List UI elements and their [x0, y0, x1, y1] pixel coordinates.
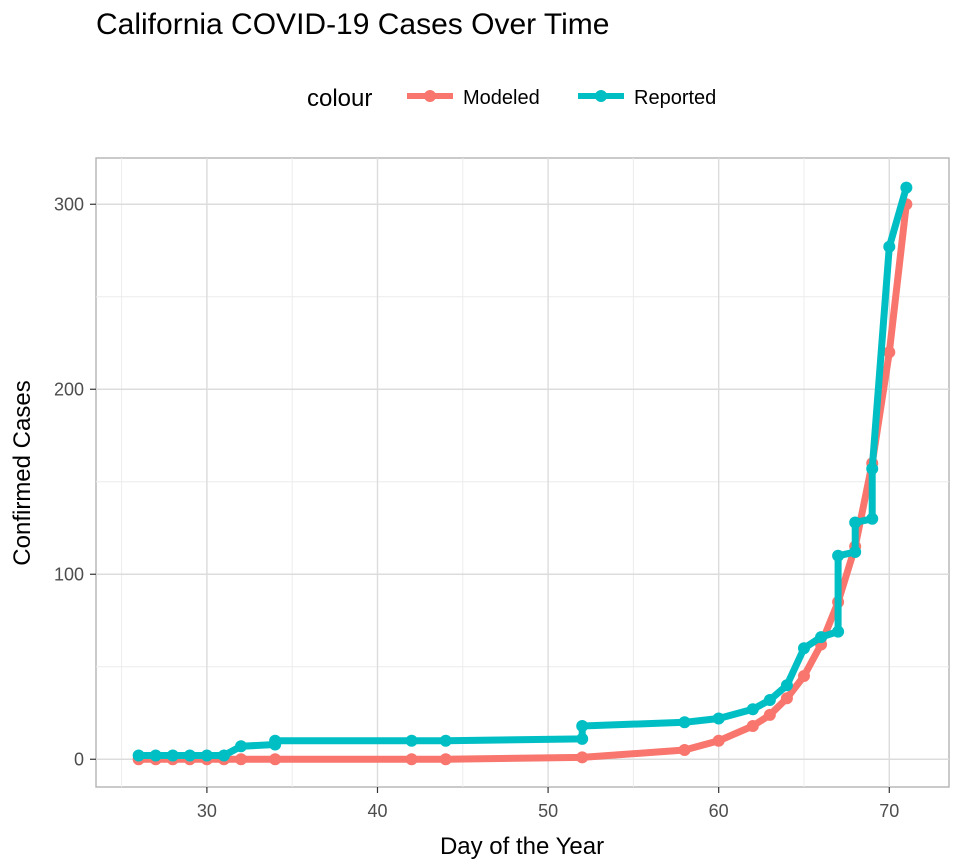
y-tick-label: 200 [54, 379, 84, 399]
x-tick-label: 50 [538, 801, 558, 821]
data-point-reported [200, 749, 213, 762]
legend-key-reported-point [595, 90, 607, 102]
data-point-reported [849, 546, 862, 559]
data-point-reported [217, 749, 230, 762]
data-point-modeled [746, 719, 759, 732]
data-point-reported [900, 181, 913, 194]
legend-key-modeled-point [424, 90, 436, 102]
data-point-reported [866, 462, 879, 475]
y-tick-label: 0 [74, 749, 84, 769]
data-point-reported [815, 631, 828, 644]
x-tick-label: 60 [709, 801, 729, 821]
data-point-reported [832, 549, 845, 562]
data-point-modeled [883, 346, 896, 359]
y-tick-label: 100 [54, 564, 84, 584]
data-point-reported [576, 732, 589, 745]
legend-label-modeled: Modeled [463, 87, 540, 109]
data-point-reported [797, 642, 810, 655]
data-point-reported [866, 512, 879, 525]
panel-border [95, 157, 950, 788]
data-point-modeled [269, 753, 282, 766]
data-point-modeled [576, 751, 589, 764]
gridlines [96, 158, 949, 787]
data-point-reported [149, 749, 162, 762]
x-tick-label: 30 [197, 801, 217, 821]
data-point-reported [132, 749, 145, 762]
data-point-modeled [235, 753, 248, 766]
data-point-reported [832, 625, 845, 638]
data-point-reported [780, 679, 793, 692]
data-point-reported [678, 716, 691, 729]
x-tick-label: 70 [879, 801, 899, 821]
plot-panel [95, 157, 950, 788]
chart-title: California COVID-19 Cases Over Time [96, 8, 610, 41]
data-point-modeled [763, 708, 776, 721]
data-point-reported [439, 734, 452, 747]
x-axis-title: Day of the Year [440, 833, 604, 860]
axes: 30 40 50 60 70 0 100 200 300 [54, 194, 899, 821]
data-point-modeled [678, 744, 691, 756]
data-point-reported [712, 712, 725, 725]
y-axis-title: Confirmed Cases [9, 380, 36, 565]
series-lines [132, 181, 913, 766]
data-point-reported [576, 719, 589, 732]
x-tick-label: 40 [367, 801, 387, 821]
data-point-modeled [439, 753, 452, 766]
data-point-reported [405, 734, 418, 747]
data-point-reported [763, 694, 776, 707]
data-point-modeled [780, 692, 793, 705]
data-point-reported [746, 703, 759, 716]
y-tick-label: 300 [54, 194, 84, 214]
legend-label-reported: Reported [634, 87, 716, 109]
data-point-reported [883, 240, 896, 253]
data-point-modeled [405, 753, 418, 766]
data-point-reported [166, 749, 179, 762]
data-point-reported [849, 516, 862, 529]
series-reported [132, 181, 913, 762]
data-point-reported [183, 749, 196, 762]
legend: colour Modeled Reported [307, 85, 716, 112]
series-line-reported [135, 184, 910, 759]
data-point-modeled [797, 670, 810, 682]
legend-title: colour [307, 85, 372, 112]
data-point-modeled [712, 734, 725, 747]
legend-item-reported: Reported [578, 87, 716, 109]
data-point-reported [235, 740, 248, 753]
data-point-reported [269, 734, 282, 747]
legend-item-modeled: Modeled [407, 87, 540, 109]
